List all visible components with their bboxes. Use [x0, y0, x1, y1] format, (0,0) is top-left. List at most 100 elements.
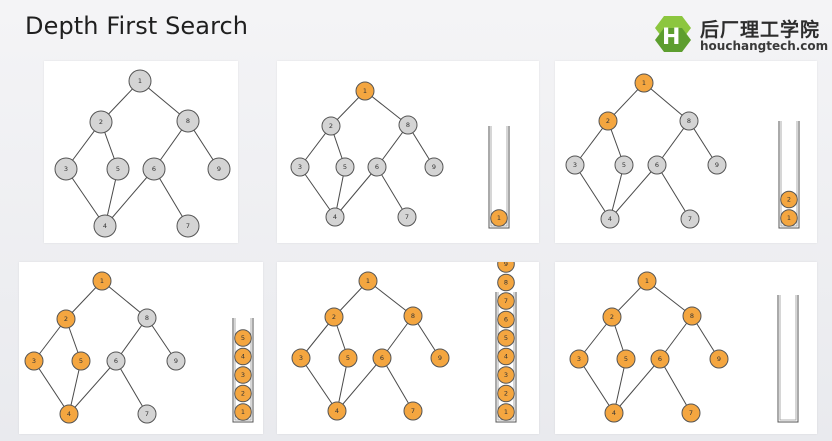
graph-edge-6-4: [613, 358, 661, 414]
graph-edge-6-4: [334, 166, 378, 218]
node-label: 3: [299, 354, 303, 362]
graph-edge-6-7: [381, 357, 414, 412]
node-label: 3: [577, 355, 581, 363]
graph-edge-1-8: [646, 280, 693, 317]
graph-edge-6-7: [656, 164, 691, 220]
graph-node-5: 5: [335, 157, 355, 177]
stack-item-label: 6: [504, 316, 508, 324]
graph-node-4: 4: [325, 207, 345, 227]
graph-node-7: 7: [176, 214, 200, 238]
node-label: 7: [405, 213, 409, 221]
graph-node-9: 9: [707, 155, 727, 175]
stack-item-label: 2: [787, 196, 791, 204]
node-label: 4: [67, 410, 71, 418]
graph-node-2: 2: [56, 309, 76, 329]
graph-edge-6-7: [376, 166, 408, 218]
graph-node-8: 8: [137, 308, 157, 328]
graph-node-1: 1: [634, 73, 654, 93]
graph-node-7: 7: [681, 403, 701, 423]
dfs-step-panel-4: 1 2 8 3 5 6 9 4 7 1 2 3 4 5: [19, 262, 263, 434]
stack-item-3: 3: [497, 366, 515, 384]
node-label: 6: [655, 161, 659, 169]
graph-node-5: 5: [616, 349, 636, 369]
graph-node-9: 9: [166, 351, 186, 371]
node-label: 6: [380, 354, 384, 362]
stack-item-label: 3: [504, 371, 508, 379]
node-label: 2: [610, 313, 614, 321]
dfs-graph: 1 2 8 3 5 6 9 4 7: [54, 69, 231, 238]
dfs-step-panel-6: 1 2 8 3 5 6 9 4 7: [555, 262, 817, 434]
graph-node-3: 3: [24, 351, 44, 371]
graph-node-2: 2: [321, 116, 341, 136]
stack-item-4: 4: [234, 347, 252, 366]
graph-edge-6-4: [68, 360, 117, 415]
page-title: Depth First Search: [25, 12, 249, 40]
node-label: 7: [411, 407, 415, 415]
stack-item-4: 4: [497, 347, 515, 366]
node-label: 2: [64, 315, 68, 323]
graph-node-8: 8: [403, 306, 423, 326]
graph-node-8: 8: [398, 115, 418, 135]
graph-node-6: 6: [647, 155, 667, 175]
graph-node-1: 1: [637, 271, 657, 291]
graph-node-7: 7: [397, 207, 417, 227]
stack-item-2: 2: [497, 384, 515, 403]
graph-node-3: 3: [565, 155, 585, 175]
graph-node-4: 4: [93, 214, 117, 238]
dfs-graph: 1 2 8 3 5 6 9 4 7 1 2 3 4 5: [24, 271, 254, 424]
dfs-step-panel-2: 1 2 8 3 5 6 9 4 7 1: [277, 61, 539, 243]
graph-node-2: 2: [324, 307, 344, 327]
graph-node-5: 5: [338, 348, 358, 368]
graph-node-3: 3: [569, 349, 589, 369]
node-label: 8: [690, 312, 694, 320]
stack-item-label: 4: [241, 353, 245, 361]
node-label: 6: [375, 163, 379, 171]
stack-item-2: 2: [234, 384, 252, 403]
dfs-step-panel-3: 1 2 8 3 5 6 9 4 7 1 2: [555, 61, 817, 243]
node-label: 5: [343, 163, 347, 171]
stack-item-8: 8: [497, 273, 515, 292]
node-label: 4: [103, 222, 107, 230]
node-label: 5: [346, 354, 350, 362]
graph-edge-3-4: [578, 358, 615, 414]
node-label: 5: [79, 357, 83, 365]
graph-node-2: 2: [602, 307, 622, 327]
node-label: 3: [64, 165, 68, 173]
node-label: 8: [411, 312, 415, 320]
node-label: 9: [174, 357, 178, 365]
graph-node-4: 4: [59, 404, 79, 424]
node-label: 2: [332, 313, 336, 321]
node-label: 4: [608, 215, 612, 223]
node-label: 9: [217, 165, 221, 173]
graph-node-7: 7: [680, 209, 700, 229]
graph-node-3: 3: [54, 157, 78, 181]
node-label: 1: [100, 277, 104, 285]
graph-edge-6-4: [609, 164, 658, 220]
stack-item-label: 2: [504, 390, 508, 398]
graph-edge-3-4: [574, 164, 611, 220]
graph-node-4: 4: [600, 209, 620, 229]
dfs-graph: 1 2 8 3 5 6 9 4 7 1 2 3 4 5 6 7 8 9: [291, 262, 517, 423]
stack-item-label: 8: [504, 279, 508, 287]
logo-website: houchangtech.com: [700, 39, 829, 53]
graph-edge-1-8: [367, 280, 414, 317]
stack-item-5: 5: [234, 329, 252, 347]
graph-edge-1-8: [643, 82, 690, 122]
graph-node-8: 8: [682, 306, 702, 326]
stack-item-label: 3: [241, 371, 245, 379]
node-label: 8: [687, 117, 691, 125]
graph-node-4: 4: [604, 403, 624, 423]
graph-edge-3-4: [65, 168, 106, 227]
graph-node-1: 1: [358, 271, 378, 291]
brand-logo: H 后厂理工学院 houchangtech.com: [652, 14, 829, 54]
dfs-graph: 1 2 8 3 5 6 9 4 7: [569, 271, 799, 423]
stack-item-3: 3: [234, 366, 252, 384]
graph-node-8: 8: [679, 111, 699, 131]
node-label: 1: [363, 87, 367, 95]
node-label: 4: [612, 409, 616, 417]
node-label: 5: [622, 161, 626, 169]
graph-edge-3-4: [300, 357, 338, 412]
node-label: 1: [642, 79, 646, 87]
node-label: 9: [438, 354, 442, 362]
node-label: 9: [432, 163, 436, 171]
